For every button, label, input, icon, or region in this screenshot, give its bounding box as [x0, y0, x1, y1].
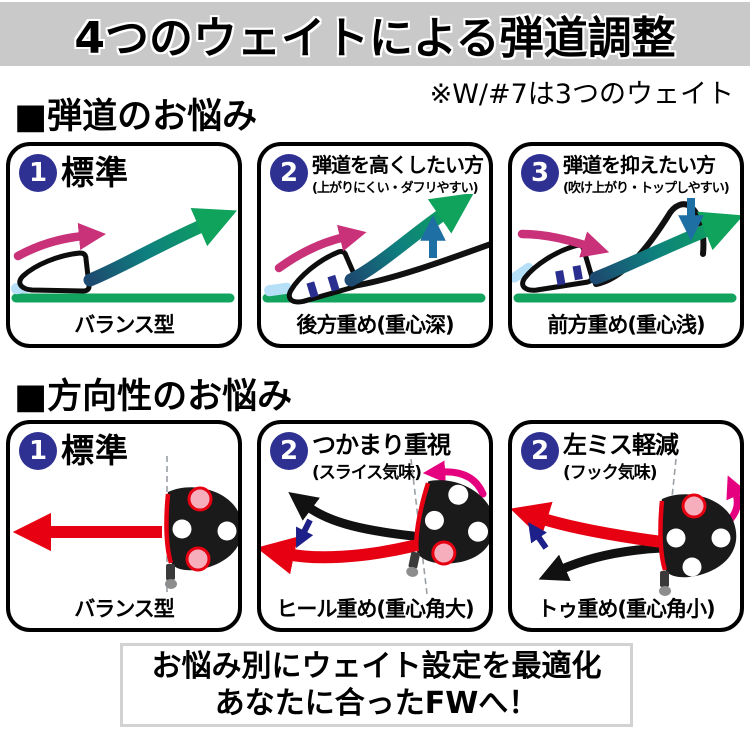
panel-subtitle: (上がりにくい・ダフリやすい) [312, 181, 479, 196]
weight-port [666, 528, 686, 548]
footer-line-2: あなたに合ったFWへ！ [214, 686, 539, 721]
previous-trajectory-line [350, 241, 489, 289]
number-badge: 1 [19, 432, 57, 470]
section-heading-direction: ■方向性のお悩み [14, 377, 293, 417]
shot-arrow [512, 501, 668, 548]
turf-mark [264, 282, 293, 297]
face-edge [414, 482, 431, 552]
club-head-side-icon [286, 248, 360, 305]
panel-direction-standard: 1 標準 バランス型 [6, 420, 242, 632]
weight-port [711, 528, 731, 548]
panel-trajectory-higher: 2 弾道を高くしたい方 (上がりにくい・ダフリやすい) 後方重め(重心深) [257, 142, 493, 348]
panel-caption: バランス型 [74, 313, 175, 337]
panel-caption: バランス型 [74, 597, 175, 621]
panel-subtitle: (スライス気味) [312, 463, 422, 483]
panel-title: 弾道を高くしたい方 [312, 153, 484, 177]
panel-title: 標準 [61, 153, 129, 192]
panel-header: 3 弾道を抑えたい方 (吹け上がり・トップしやすい) [521, 154, 738, 196]
swing-arrow [517, 229, 610, 258]
panel-title: 標準 [61, 431, 129, 470]
weight-port [217, 521, 237, 541]
panel-header: 1 標準 [19, 432, 236, 470]
weight-icon [327, 274, 340, 292]
weight-port-active [187, 486, 213, 512]
trajectory-standard-illustration [11, 208, 237, 303]
weight-port [424, 510, 444, 530]
direction-draw-illustration [261, 458, 489, 595]
shaft-ferrule [659, 586, 671, 596]
weight-port [448, 484, 469, 505]
weight-port [468, 521, 489, 542]
swing-arrow [13, 222, 107, 261]
hosel [166, 564, 175, 580]
footer-line-1: お悩み別にウェイト設定を最適化 [151, 649, 602, 684]
weight-port [172, 519, 192, 539]
hosel [408, 551, 420, 569]
number-badge: 1 [19, 154, 57, 192]
number-badge: 2 [521, 432, 559, 470]
weight-port [682, 557, 702, 577]
swing-arrow [274, 224, 367, 273]
number-badge: 2 [270, 432, 308, 470]
panel-caption: 前方重め(重心浅) [547, 313, 705, 337]
panel-header: 1 標準 [19, 154, 236, 192]
aim-dashed-line [410, 458, 428, 595]
panel-direction-draw: 2 つかまり重視 (スライス気味) ヒール重め(重心角大) [257, 420, 493, 632]
weight-icon [572, 265, 583, 281]
panel-header: 2 つかまり重視 (スライス気味) [270, 432, 487, 483]
panel-header: 2 弾道を高くしたい方 (上がりにくい・ダフリやすい) [270, 154, 487, 196]
trajectory-arrow [83, 208, 237, 287]
shaft-ferrule [165, 579, 177, 589]
weight-port-active [431, 540, 457, 566]
page-title: 4つのウェイトによる弾道調整 [74, 13, 676, 64]
footer-message-box: お悩み別にウェイト設定を最適化 あなたに合ったFWへ！ [120, 643, 633, 727]
turf-mark [512, 262, 534, 283]
weight-icon [555, 270, 566, 286]
weight-icon [306, 281, 319, 299]
club-head-side-icon [520, 242, 595, 293]
section-heading-trajectory: ■弾道のお悩み [14, 97, 258, 137]
shaft-ferrule [406, 566, 419, 577]
panel-caption: トゥ重め(重心角小) [537, 597, 715, 621]
number-badge: 3 [521, 154, 559, 192]
club-head-top-icon [164, 486, 238, 589]
correction-arrow [296, 518, 314, 548]
panel-trajectory-lower: 3 弾道を抑えたい方 (吹け上がり・トップしやすい) 前方重め(重心浅) [508, 142, 744, 348]
panel-title: 左ミス軽減 [563, 431, 679, 459]
panel-subtitle: (吹け上がり・トップしやすい) [563, 181, 730, 196]
correction-arrow [528, 522, 549, 550]
face-edge [164, 493, 174, 564]
panel-title: 弾道を抑えたい方 [563, 153, 716, 177]
club-head-top-icon [406, 480, 489, 577]
hosel [660, 571, 669, 587]
slice-path-arrow [288, 491, 418, 541]
face-edge [658, 500, 668, 571]
trajectory-lower-illustration [512, 198, 740, 303]
number-badge: 2 [270, 154, 308, 192]
club-head-top-icon [658, 493, 737, 596]
panel-subtitle: (フック気味) [563, 463, 658, 483]
club-head-side-icon [17, 250, 92, 294]
panel-caption: 後方重め(重心深) [296, 313, 454, 337]
panel-header: 2 左ミス軽減 (フック気味) [521, 432, 738, 483]
face-rotation-arrow [422, 460, 487, 498]
weight-port-active [681, 493, 707, 519]
shot-arrow [261, 536, 419, 575]
weights-note: ※W/#7は3つのウェイト [429, 79, 734, 110]
direction-standard-illustration [12, 456, 238, 594]
panel-trajectory-standard: 1 標準 バランス型 [6, 142, 242, 348]
hook-path-arrow [538, 543, 667, 581]
weight-port-active [185, 546, 211, 572]
trajectory-higher-illustration [262, 194, 489, 305]
panel-direction-fade: 2 左ミス軽減 (フック気味) トゥ重め(重心角小) [508, 420, 744, 632]
panel-title: つかまり重視 [312, 431, 451, 459]
title-bar: 4つのウェイトによる弾道調整 [0, 2, 750, 66]
direction-fade-illustration [512, 458, 740, 596]
panel-caption: ヒール重め(重心角大) [276, 597, 474, 621]
